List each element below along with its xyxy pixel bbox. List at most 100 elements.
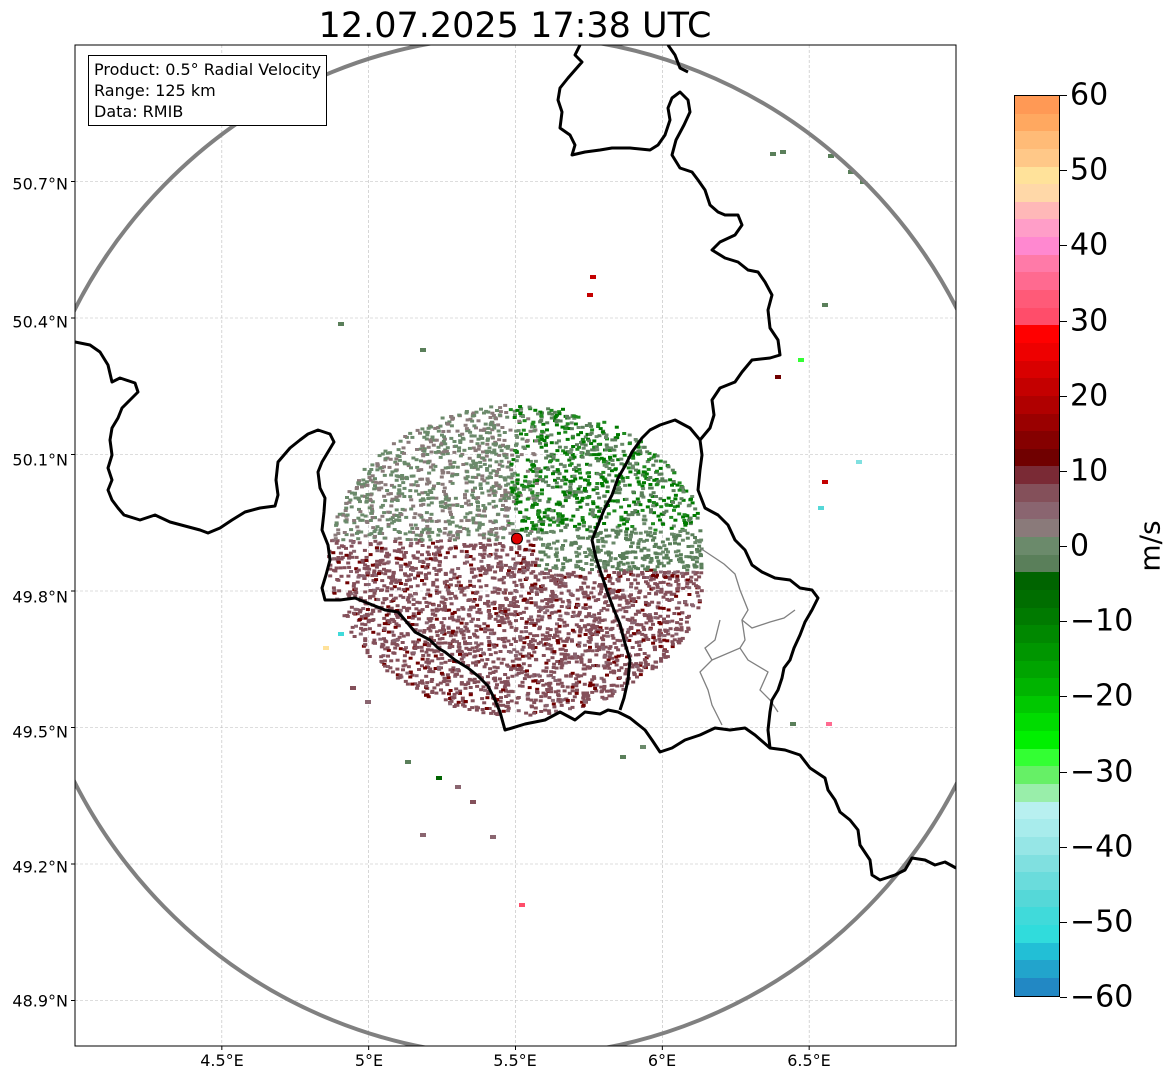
y-tick-label: 49.8°N bbox=[12, 587, 68, 607]
colorbar-tick-mark bbox=[1060, 771, 1067, 773]
x-tick-label: 5.5°E bbox=[493, 1051, 537, 1070]
colorbar-segment bbox=[1015, 625, 1059, 643]
colorbar-segment bbox=[1015, 660, 1059, 679]
colorbar-segment bbox=[1015, 201, 1059, 220]
colorbar-tick-label: −30 bbox=[1070, 754, 1134, 789]
info-data: Data: RMIB bbox=[94, 102, 184, 121]
colorbar-segment bbox=[1015, 748, 1059, 767]
colorbar-segment bbox=[1015, 942, 1059, 961]
colorbar-segment bbox=[1015, 413, 1059, 432]
colorbar-segment bbox=[1015, 925, 1059, 943]
colorbar-tick-mark bbox=[1060, 395, 1067, 397]
colorbar-segment bbox=[1015, 572, 1059, 590]
colorbar-tick-label: −60 bbox=[1070, 979, 1134, 1015]
colorbar-segment bbox=[1015, 342, 1059, 361]
colorbar-segment bbox=[1015, 501, 1059, 520]
range-ring bbox=[75, 45, 956, 1046]
colorbar-segment bbox=[1015, 554, 1059, 573]
y-tick-label: 49.5°N bbox=[12, 722, 68, 742]
colorbar-segment bbox=[1015, 219, 1059, 238]
colorbar-tick-mark bbox=[1060, 997, 1067, 998]
colorbar-tick-label: −10 bbox=[1070, 603, 1134, 639]
colorbar-segment bbox=[1015, 307, 1059, 326]
colorbar-segment bbox=[1015, 695, 1059, 714]
colorbar-segment bbox=[1015, 325, 1059, 343]
colorbar-segment bbox=[1015, 131, 1059, 149]
info-range: Range: 125 km bbox=[94, 81, 216, 100]
colorbar-segment bbox=[1015, 872, 1059, 890]
colorbar-tick-label: −20 bbox=[1070, 678, 1134, 714]
colorbar-segment bbox=[1015, 978, 1059, 996]
colorbar-segment bbox=[1015, 148, 1059, 167]
colorbar-segment bbox=[1015, 783, 1059, 802]
y-tick-label: 49.2°N bbox=[12, 857, 68, 877]
colorbar-segment bbox=[1015, 960, 1059, 979]
colorbar-segment bbox=[1015, 854, 1059, 873]
colorbar-segment bbox=[1015, 819, 1059, 837]
colorbar-segment bbox=[1015, 448, 1059, 467]
colorbar-tick-mark bbox=[1060, 95, 1067, 96]
colorbar-segment bbox=[1015, 466, 1059, 485]
colorbar-segment bbox=[1015, 237, 1059, 255]
colorbar-segment bbox=[1015, 290, 1059, 308]
colorbar-segment bbox=[1015, 395, 1059, 414]
colorbar-segment bbox=[1015, 713, 1059, 732]
colorbar-tick-label: −50 bbox=[1070, 904, 1134, 940]
country-borders bbox=[75, 45, 956, 882]
colorbar-segment bbox=[1015, 678, 1059, 696]
colorbar-segment bbox=[1015, 766, 1059, 784]
colorbar-tick-label: 50 bbox=[1070, 152, 1109, 188]
colorbar-segment bbox=[1015, 836, 1059, 855]
admin-borders bbox=[699, 547, 796, 726]
colorbar-segment bbox=[1015, 519, 1059, 538]
y-tick-label: 50.7°N bbox=[12, 174, 68, 194]
colorbar-segment bbox=[1015, 166, 1059, 185]
x-tick-marks bbox=[221, 1046, 810, 1050]
grid-lines bbox=[75, 45, 956, 1046]
colorbar-segment bbox=[1015, 254, 1059, 273]
colorbar-segment bbox=[1015, 642, 1059, 661]
colorbar-segment bbox=[1015, 378, 1059, 396]
colorbar-segment bbox=[1015, 801, 1059, 820]
colorbar-tick-label: 0 bbox=[1070, 528, 1090, 564]
radar-echoes bbox=[323, 150, 866, 907]
colorbar-tick-mark bbox=[1060, 245, 1067, 247]
colorbar-segment bbox=[1015, 589, 1059, 608]
colorbar-label: m/s bbox=[1133, 520, 1167, 572]
x-tick-label: 4.5°E bbox=[200, 1051, 244, 1070]
radar-site-marker bbox=[510, 532, 523, 545]
colorbar-tick-label: 60 bbox=[1070, 77, 1109, 113]
x-tick-label: 5°E bbox=[354, 1051, 384, 1070]
info-product: Product: 0.5° Radial Velocity bbox=[94, 60, 322, 79]
colorbar-tick-label: 10 bbox=[1070, 453, 1109, 489]
info-box: Product: 0.5° Radial Velocity Range: 125… bbox=[88, 55, 328, 126]
colorbar-tick-mark bbox=[1060, 696, 1067, 698]
colorbar-segment bbox=[1015, 907, 1059, 926]
y-tick-marks bbox=[71, 181, 75, 1001]
colorbar-segment bbox=[1015, 431, 1059, 449]
map-title: 12.07.2025 17:38 UTC bbox=[318, 6, 712, 46]
colorbar-tick-mark bbox=[1060, 846, 1067, 848]
y-tick-label: 50.4°N bbox=[12, 312, 68, 332]
colorbar-segment bbox=[1015, 607, 1059, 626]
colorbar-segment bbox=[1015, 360, 1059, 379]
colorbar-tick-mark bbox=[1060, 921, 1067, 923]
colorbar bbox=[1014, 95, 1060, 997]
colorbar-segment bbox=[1015, 889, 1059, 908]
y-tick-label: 50.1°N bbox=[12, 450, 68, 470]
colorbar-tick-mark bbox=[1060, 170, 1067, 172]
colorbar-segment bbox=[1015, 537, 1059, 555]
colorbar-tick-mark bbox=[1060, 621, 1067, 623]
colorbar-segment bbox=[1015, 272, 1059, 291]
colorbar-tick-label: −40 bbox=[1070, 829, 1134, 865]
x-tick-label: 6°E bbox=[647, 1051, 677, 1070]
x-tick-label: 6.5°E bbox=[787, 1051, 831, 1070]
colorbar-tick-mark bbox=[1060, 470, 1067, 472]
colorbar-segment bbox=[1015, 113, 1059, 132]
colorbar-tick-mark bbox=[1060, 546, 1067, 547]
colorbar-tick-label: 30 bbox=[1070, 303, 1109, 338]
colorbar-tick-label: 40 bbox=[1070, 227, 1109, 263]
colorbar-tick-label: 20 bbox=[1070, 378, 1109, 414]
y-tick-label: 48.9°N bbox=[12, 991, 68, 1011]
